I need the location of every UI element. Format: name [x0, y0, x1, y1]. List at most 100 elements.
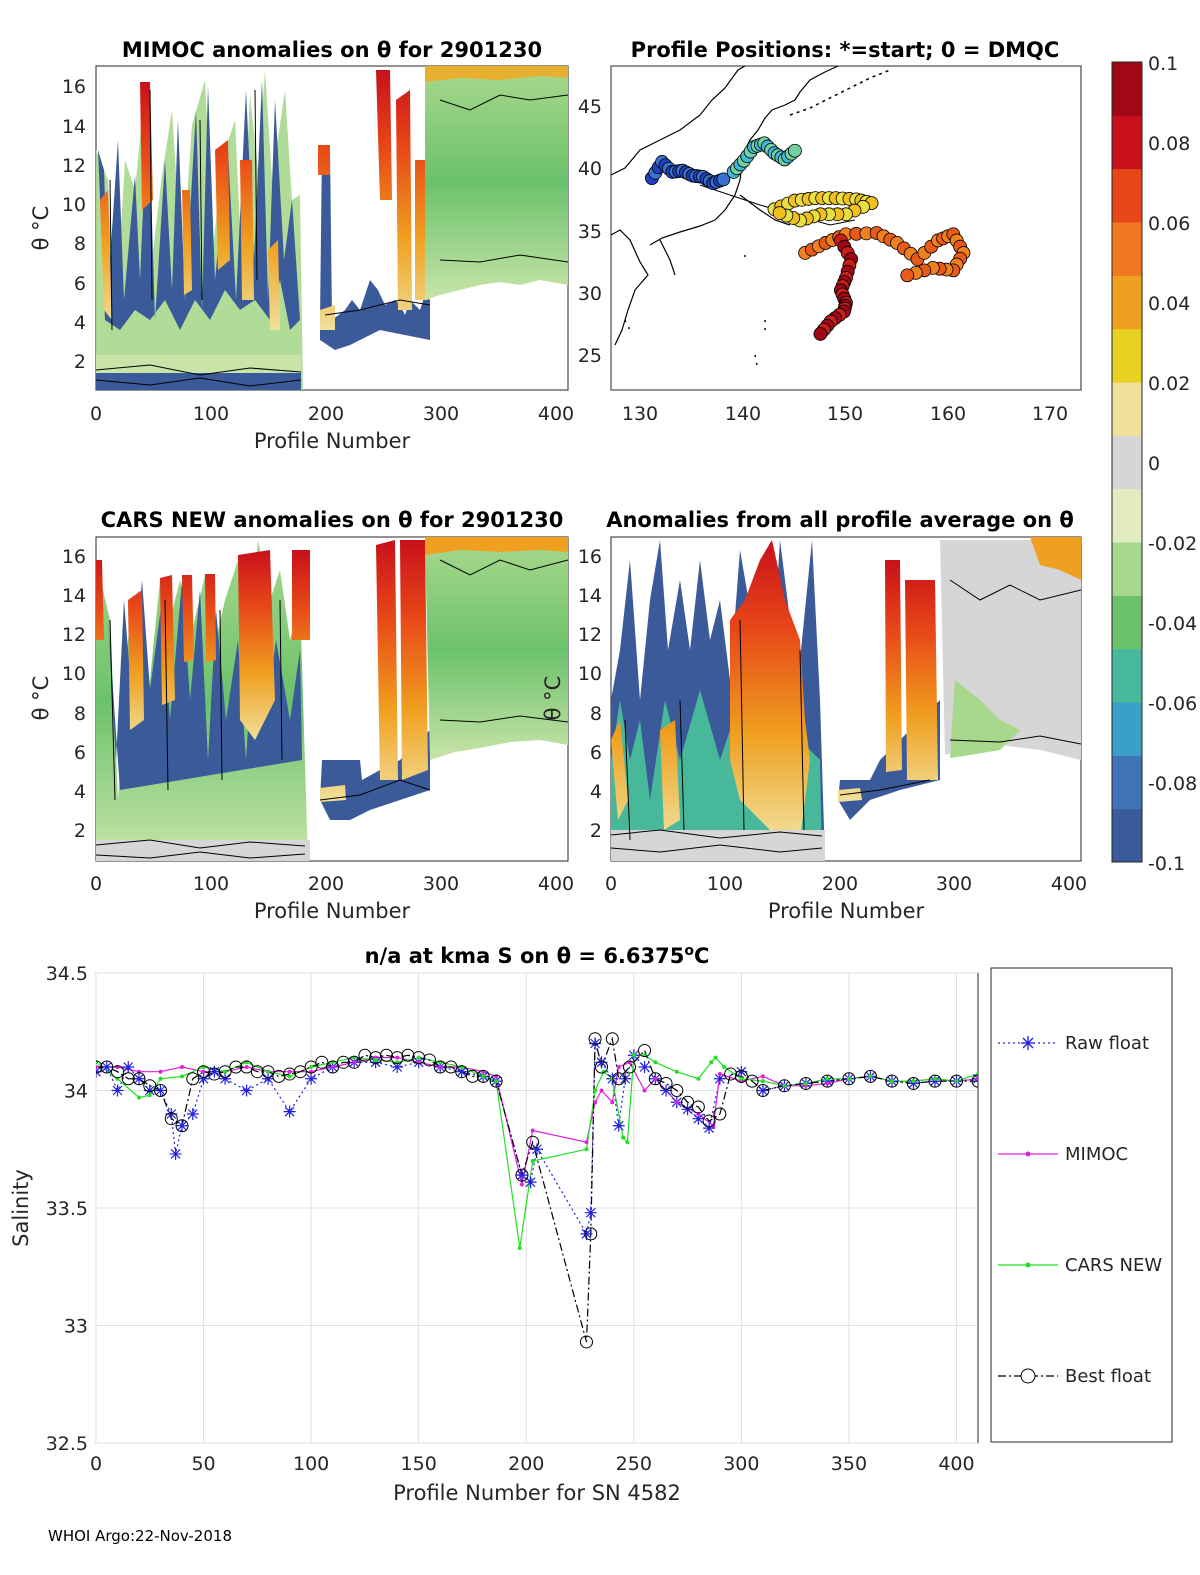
- panel-mimoc: MIMOC anomalies on θ for 2901230 0 100 2…: [29, 38, 574, 453]
- colorbar-ticks: 0.1 0.08 0.06 0.04 0.02 0 -0.02 -0.04 -0…: [1148, 53, 1197, 875]
- map-ytick: 35: [578, 221, 602, 243]
- point-best-float: [444, 1060, 458, 1074]
- salinity-ytick: 33.5: [46, 1198, 88, 1220]
- cars-ytick: 10: [62, 663, 86, 685]
- colorbar-tick: 0: [1148, 453, 1160, 475]
- mimoc-ylabel: θ °C: [29, 206, 53, 251]
- point-mimoc: [584, 1140, 589, 1145]
- point-best-float: [584, 1227, 598, 1241]
- colorbar-band: [1112, 542, 1142, 596]
- point-best-float: [250, 1065, 264, 1079]
- point-cars-new: [287, 1074, 292, 1079]
- map-title: Profile Positions: *=start; 0 = DMQC: [631, 38, 1060, 62]
- colorbar-tick: -0.02: [1148, 533, 1197, 555]
- mimoc-field-bottom2: [96, 355, 301, 373]
- point-best-float: [595, 1060, 609, 1074]
- point-mimoc: [642, 1088, 647, 1093]
- mimoc-field-left-warm: [100, 82, 280, 330]
- point-cars-new: [517, 1245, 522, 1250]
- point-cars-new: [625, 1140, 630, 1145]
- cars-contours: [96, 559, 568, 859]
- point-raw-float: [692, 1112, 705, 1125]
- point-best-float: [455, 1065, 469, 1079]
- point-best-float: [702, 1114, 716, 1128]
- cars-field-right: [425, 540, 568, 760]
- panel-salinity: n/a at kma S on θ = 6.6375oC 0 50 100 150 20…: [9, 943, 979, 1505]
- colorbar-tick: 0.08: [1148, 133, 1190, 155]
- colorbar-bands: [1112, 62, 1142, 863]
- legend-marker-best-float: [1020, 1368, 1036, 1384]
- point-cars-new: [593, 1088, 598, 1093]
- point-best-float: [186, 1072, 200, 1086]
- cars-field-bottom: [96, 840, 310, 861]
- map-xticks: 130 140 150 160 170: [622, 403, 1068, 425]
- colorbar-band: [1112, 222, 1142, 276]
- point-raw-float: [208, 1065, 221, 1078]
- point-cars-new: [911, 1079, 916, 1084]
- point-mimoc: [530, 1128, 535, 1133]
- point-cars-new: [416, 1055, 421, 1060]
- point-raw-float: [391, 1061, 404, 1073]
- point-cars-new: [266, 1069, 271, 1074]
- point-best-float: [885, 1074, 899, 1088]
- point-best-float: [121, 1072, 135, 1086]
- point-cars-new: [696, 1076, 701, 1081]
- colorbar-band: [1112, 382, 1142, 436]
- point-mimoc: [158, 1069, 163, 1074]
- point-raw-float: [240, 1084, 253, 1097]
- point-raw-float: [143, 1084, 156, 1097]
- point-best-float: [489, 1074, 503, 1088]
- map-xtick: 130: [622, 403, 658, 425]
- cars-xticks: 0 100 200 300 400: [90, 873, 574, 895]
- point-best-float: [283, 1067, 297, 1081]
- point-cars-new: [713, 1055, 718, 1060]
- cars-ytick: 8: [74, 703, 86, 725]
- map-xtick: 140: [725, 403, 761, 425]
- point-raw-float: [165, 1108, 178, 1120]
- point-raw-float: [515, 1169, 528, 1182]
- point-best-float: [638, 1044, 652, 1058]
- point-raw-float: [176, 1119, 189, 1132]
- colorbar-band: [1112, 275, 1142, 330]
- point-cars-new: [180, 1074, 185, 1079]
- cars-xtick: 300: [423, 873, 459, 895]
- colorbar-band: [1112, 435, 1142, 490]
- point-best-float: [143, 1079, 157, 1093]
- point-raw-float: [681, 1103, 694, 1116]
- legend-marker-mimoc: [1025, 1151, 1031, 1157]
- map-profile-marker: [900, 268, 915, 283]
- colorbar-tick: 0.02: [1148, 373, 1190, 395]
- map-ytick: 25: [578, 345, 602, 367]
- footer-stamp: WHOI Argo:22-Nov-2018: [48, 1527, 232, 1545]
- avg-contours: [611, 579, 1081, 853]
- point-cars-new: [481, 1074, 486, 1079]
- point-best-float: [164, 1112, 178, 1126]
- mimoc-ytick: 12: [62, 155, 86, 177]
- point-mimoc: [180, 1065, 185, 1069]
- point-best-float: [842, 1072, 856, 1086]
- avg-heatmap: [611, 537, 1081, 861]
- point-best-float: [175, 1119, 189, 1133]
- avg-field-left-warm: [611, 540, 810, 840]
- point-raw-float: [186, 1108, 199, 1120]
- mimoc-xticks: 0 100 200 300 400: [90, 403, 574, 425]
- point-raw-float: [612, 1119, 625, 1132]
- avg-xtick: 100: [707, 873, 743, 895]
- point-mimoc: [201, 1069, 206, 1074]
- avg-title: Anomalies from all profile average on θ: [606, 508, 1074, 532]
- point-best-float: [670, 1084, 684, 1097]
- point-mimoc: [352, 1060, 357, 1065]
- mimoc-field-right: [425, 66, 568, 300]
- point-mimoc: [96, 1065, 98, 1069]
- legend-box: [990, 967, 1173, 1443]
- avg-ytick: 2: [590, 820, 602, 842]
- point-mimoc: [287, 1069, 292, 1074]
- point-raw-float: [531, 1143, 543, 1156]
- point-mimoc: [825, 1081, 830, 1086]
- colorbar-band: [1112, 595, 1142, 650]
- point-best-float: [197, 1065, 211, 1079]
- avg-xticks: 0 100 200 300 400: [605, 873, 1087, 895]
- mimoc-ytick: 8: [74, 233, 86, 255]
- mimoc-contours: [96, 89, 568, 387]
- salinity-title: n/a at kma S on θ = 6.6375oC: [365, 943, 710, 968]
